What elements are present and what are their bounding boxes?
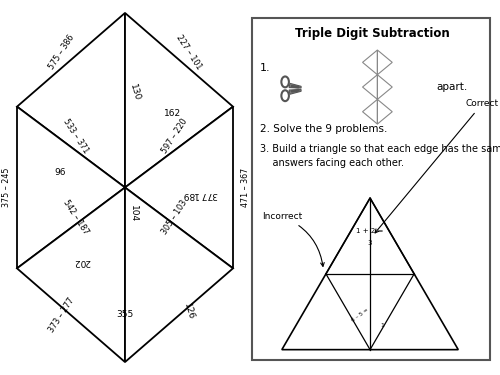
Polygon shape xyxy=(125,13,233,188)
Text: 1 + 2 =: 1 + 2 = xyxy=(356,228,384,234)
Polygon shape xyxy=(289,90,301,94)
Polygon shape xyxy=(17,13,125,188)
Text: 377: 377 xyxy=(200,190,218,200)
Text: apart.: apart. xyxy=(436,82,468,92)
Text: Triple Digit Subtraction: Triple Digit Subtraction xyxy=(295,27,450,40)
Text: 533 – 371: 533 – 371 xyxy=(62,117,90,155)
Text: 162: 162 xyxy=(164,109,182,118)
Text: Incorrect: Incorrect xyxy=(262,212,324,266)
Polygon shape xyxy=(289,83,301,88)
Text: 355: 355 xyxy=(116,310,134,319)
Text: 3. Build a triangle so that each edge has the same: 3. Build a triangle so that each edge ha… xyxy=(260,144,500,154)
Text: 542 – 187: 542 – 187 xyxy=(62,198,90,236)
Text: 2. Solve the 9 problems.: 2. Solve the 9 problems. xyxy=(260,124,387,134)
Text: 373 – 277: 373 – 277 xyxy=(47,296,76,334)
Text: 130: 130 xyxy=(128,83,141,102)
Text: 305 – 103: 305 – 103 xyxy=(160,198,188,236)
Text: 471 – 367: 471 – 367 xyxy=(240,168,250,207)
Text: Correct: Correct xyxy=(375,99,498,233)
Text: 227 – 101: 227 – 101 xyxy=(174,33,203,71)
Text: 3: 3 xyxy=(368,240,372,246)
Text: 597 – 220: 597 – 220 xyxy=(160,117,189,155)
Text: 575 – 386: 575 – 386 xyxy=(47,33,76,71)
Text: 202: 202 xyxy=(74,257,90,266)
Text: 96: 96 xyxy=(54,168,66,177)
Text: 1: 1 xyxy=(380,323,384,328)
Text: answers facing each other.: answers facing each other. xyxy=(260,158,404,168)
Polygon shape xyxy=(125,106,233,268)
Text: 375 – 245: 375 – 245 xyxy=(2,168,11,207)
Text: 1.: 1. xyxy=(260,63,270,73)
Polygon shape xyxy=(17,106,125,268)
Text: 126: 126 xyxy=(182,302,196,321)
Text: 189: 189 xyxy=(181,190,198,200)
Text: 104: 104 xyxy=(129,205,138,222)
FancyBboxPatch shape xyxy=(252,18,490,360)
Polygon shape xyxy=(125,188,233,362)
Text: 6 – 5 =: 6 – 5 = xyxy=(351,308,370,323)
Polygon shape xyxy=(17,188,125,362)
